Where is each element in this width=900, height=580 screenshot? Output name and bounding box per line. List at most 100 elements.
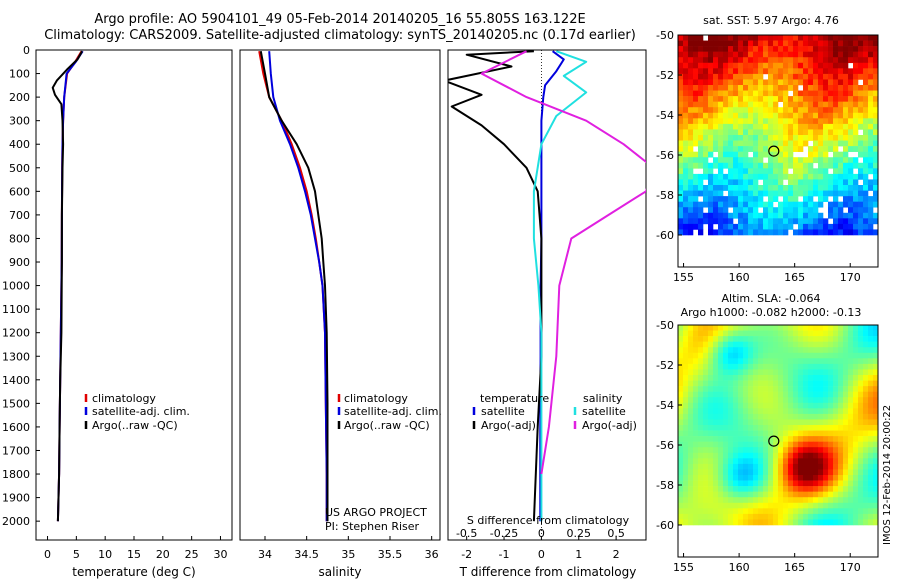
heatmap-cell [828, 229, 834, 236]
heatmap-cell [738, 486, 744, 492]
heatmap-cell [863, 151, 869, 158]
difference-legend: temperature satellite Argo(-adj) salinit… [472, 392, 637, 432]
x-tick-label: 25 [185, 548, 199, 561]
heatmap-cell [873, 375, 879, 381]
heatmap-cell [788, 123, 794, 130]
heatmap-cell [698, 96, 704, 102]
heatmap-cell [758, 79, 764, 86]
heatmap-cell [763, 51, 769, 58]
heatmap-cell [763, 519, 769, 526]
heatmap-cell [708, 469, 714, 476]
depth-tick-label: 1200 [2, 327, 30, 340]
heatmap-cell [793, 51, 799, 58]
heatmap-cell [858, 363, 864, 370]
heatmap-cell [838, 201, 844, 208]
heatmap-cell [773, 212, 779, 219]
heatmap-cell [853, 341, 859, 348]
heatmap-cell [813, 85, 819, 91]
heatmap-cell [848, 408, 854, 415]
heatmap-cell [738, 380, 744, 387]
heatmap-cell [848, 502, 854, 509]
heatmap-cell [823, 168, 829, 175]
heatmap-cell [713, 391, 719, 398]
heatmap-cell [868, 57, 874, 64]
heatmap-cell [793, 480, 799, 487]
heatmap-cell [678, 413, 684, 420]
heatmap-cell [758, 129, 764, 136]
heatmap-cell [773, 430, 779, 437]
heatmap-cell [758, 90, 764, 97]
heatmap-cell [728, 447, 734, 454]
heatmap-cell [688, 413, 694, 420]
heatmap-cell [723, 419, 729, 426]
depth-tick-label: 1900 [2, 492, 30, 505]
heatmap-cell [718, 173, 724, 180]
heatmap-cell [813, 112, 819, 119]
heatmap-cell [843, 212, 849, 219]
heatmap-cell [753, 413, 759, 420]
heatmap-cell [748, 57, 754, 64]
heatmap-cell [688, 358, 694, 365]
heatmap-cell [678, 330, 684, 337]
heatmap-cell [823, 57, 829, 64]
heatmap-cell [798, 73, 804, 80]
heatmap-cell [843, 458, 849, 465]
heatmap-cell [788, 497, 794, 504]
heatmap-cell [683, 118, 689, 125]
heatmap-cell [798, 508, 804, 515]
heatmap-cell [743, 146, 749, 152]
heatmap-cell [768, 386, 774, 392]
heatmap-cell [718, 112, 724, 119]
heatmap-cell [783, 96, 789, 102]
heatmap-cell [768, 79, 774, 86]
heatmap-cell [763, 341, 769, 348]
heatmap-cell [848, 336, 854, 342]
heatmap-cell [693, 96, 699, 102]
heatmap-cell [848, 463, 854, 470]
heatmap-cell [768, 341, 774, 348]
heatmap-cell [788, 347, 794, 354]
s-tick-label: 0.25 [567, 527, 592, 540]
heatmap-cell [803, 135, 809, 141]
heatmap-cell [713, 402, 719, 409]
heatmap-cell [733, 151, 739, 158]
heatmap-cell [748, 201, 754, 208]
heatmap-cell [793, 107, 799, 114]
heatmap-cell [818, 519, 824, 526]
heatmap-cell [768, 123, 774, 130]
heatmap-cell [683, 330, 689, 337]
heatmap-cell [718, 519, 724, 526]
heatmap-cell [723, 347, 729, 354]
heatmap-cell [743, 458, 749, 465]
heatmap-cell [748, 173, 754, 180]
heatmap-cell [728, 62, 734, 69]
heatmap-cell [743, 79, 749, 86]
heatmap-cell [688, 107, 694, 114]
heatmap-cell [843, 96, 849, 102]
heatmap-cell [723, 330, 729, 337]
heatmap-cell [778, 85, 784, 91]
heatmap-cell [788, 469, 794, 476]
heatmap-cell [778, 140, 784, 147]
heatmap-cell [848, 129, 854, 136]
heatmap-cell [758, 491, 764, 498]
heatmap-cell [853, 140, 859, 147]
heatmap-cell [688, 508, 694, 515]
heatmap-cell [858, 486, 864, 492]
heatmap-cell [813, 129, 819, 136]
heatmap-cell [838, 229, 844, 236]
heatmap-cell [708, 135, 714, 141]
heatmap-cell [783, 107, 789, 114]
heatmap-cell [818, 419, 824, 426]
heatmap-cell [728, 85, 734, 91]
heatmap-cell [693, 397, 699, 404]
heatmap-cell [843, 441, 849, 448]
heatmap-cell [678, 380, 684, 387]
heatmap-cell [753, 475, 759, 481]
heatmap-cell [723, 212, 729, 219]
heatmap-cell [758, 168, 764, 175]
heatmap-cell [808, 129, 814, 136]
heatmap-cell [823, 185, 829, 191]
heatmap-cell [768, 352, 774, 359]
heatmap-cell [763, 90, 769, 97]
